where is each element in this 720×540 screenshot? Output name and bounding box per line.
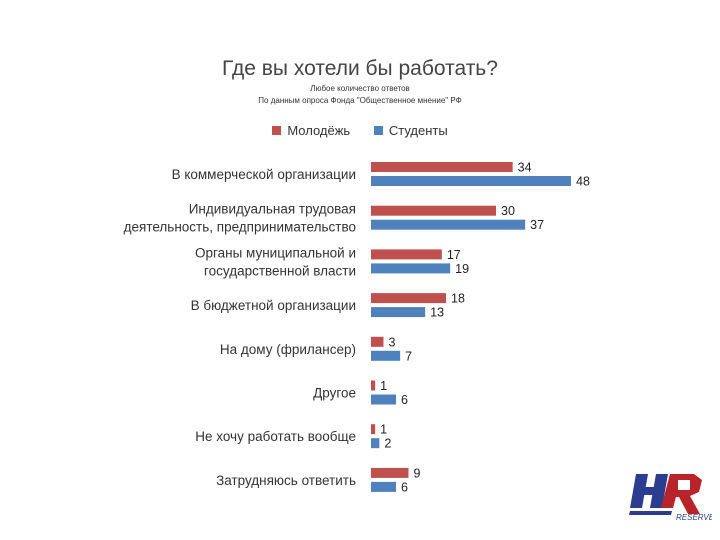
students-bar	[371, 307, 426, 318]
chart-subtitle-line1: Любое количество ответов	[310, 84, 410, 93]
chart-title: Где вы хотели бы работать?	[222, 57, 498, 80]
youth-bar	[371, 336, 384, 347]
youth-value-label: 17	[447, 248, 461, 262]
legend-label-students: Студенты	[388, 123, 448, 138]
legend-swatch-youth	[272, 126, 282, 136]
legend: Молодёжь Студенты	[0, 123, 720, 138]
youth-bar	[371, 162, 513, 172]
students-value-label: 19	[455, 262, 469, 276]
category-label: Другое	[313, 386, 356, 401]
youth-value-label: 9	[414, 466, 421, 480]
youth-bar	[371, 249, 442, 260]
youth-bar	[371, 424, 376, 435]
logo-subtext: RESERVE	[676, 513, 712, 522]
hr-reserve-logo: RESERVE	[629, 474, 712, 522]
category-label: В коммерческой организации	[172, 167, 356, 182]
youth-bar	[371, 380, 376, 391]
youth-value-label: 1	[380, 379, 387, 393]
category-label: Не хочу работать вообще	[195, 429, 356, 444]
students-value-label: 6	[401, 480, 408, 494]
youth-value-label: 30	[501, 204, 515, 218]
students-bar	[371, 350, 401, 361]
youth-value-label: 34	[518, 161, 532, 175]
students-bar	[371, 263, 451, 274]
youth-value-label: 18	[451, 292, 465, 306]
category-label: Органы муниципальной и государственной вл…	[195, 245, 356, 278]
chart-subtitle-line2: По данным опроса Фонда "Общественное мне…	[258, 96, 462, 105]
youth-bar	[371, 205, 496, 216]
students-value-label: 7	[405, 349, 412, 363]
youth-value-label: 3	[389, 335, 396, 349]
students-bar	[371, 176, 571, 186]
youth-bar	[371, 293, 446, 304]
students-value-label: 2	[384, 437, 391, 451]
legend-label-youth: Молодёжь	[287, 123, 351, 138]
legend-item-students: Студенты	[373, 123, 448, 138]
legend-swatch-students	[373, 126, 383, 136]
category-label: Индивидуальная трудовая деятельность, пре…	[124, 202, 356, 235]
students-bar	[371, 481, 396, 492]
students-value-label: 37	[530, 218, 544, 232]
students-bar	[371, 438, 380, 449]
category-label: На дому (фрилансер)	[220, 342, 356, 357]
students-value-label: 6	[401, 393, 408, 407]
students-bar	[371, 394, 396, 405]
students-bar	[371, 219, 526, 230]
legend-item-youth: Молодёжь	[272, 123, 350, 138]
students-value-label: 13	[430, 306, 444, 320]
category-label: Затрудняюсь ответить	[216, 473, 356, 488]
youth-value-label: 1	[380, 423, 387, 437]
youth-bar	[371, 467, 409, 478]
category-label: В бюджетной организации	[191, 298, 356, 313]
students-value-label: 48	[576, 175, 590, 189]
